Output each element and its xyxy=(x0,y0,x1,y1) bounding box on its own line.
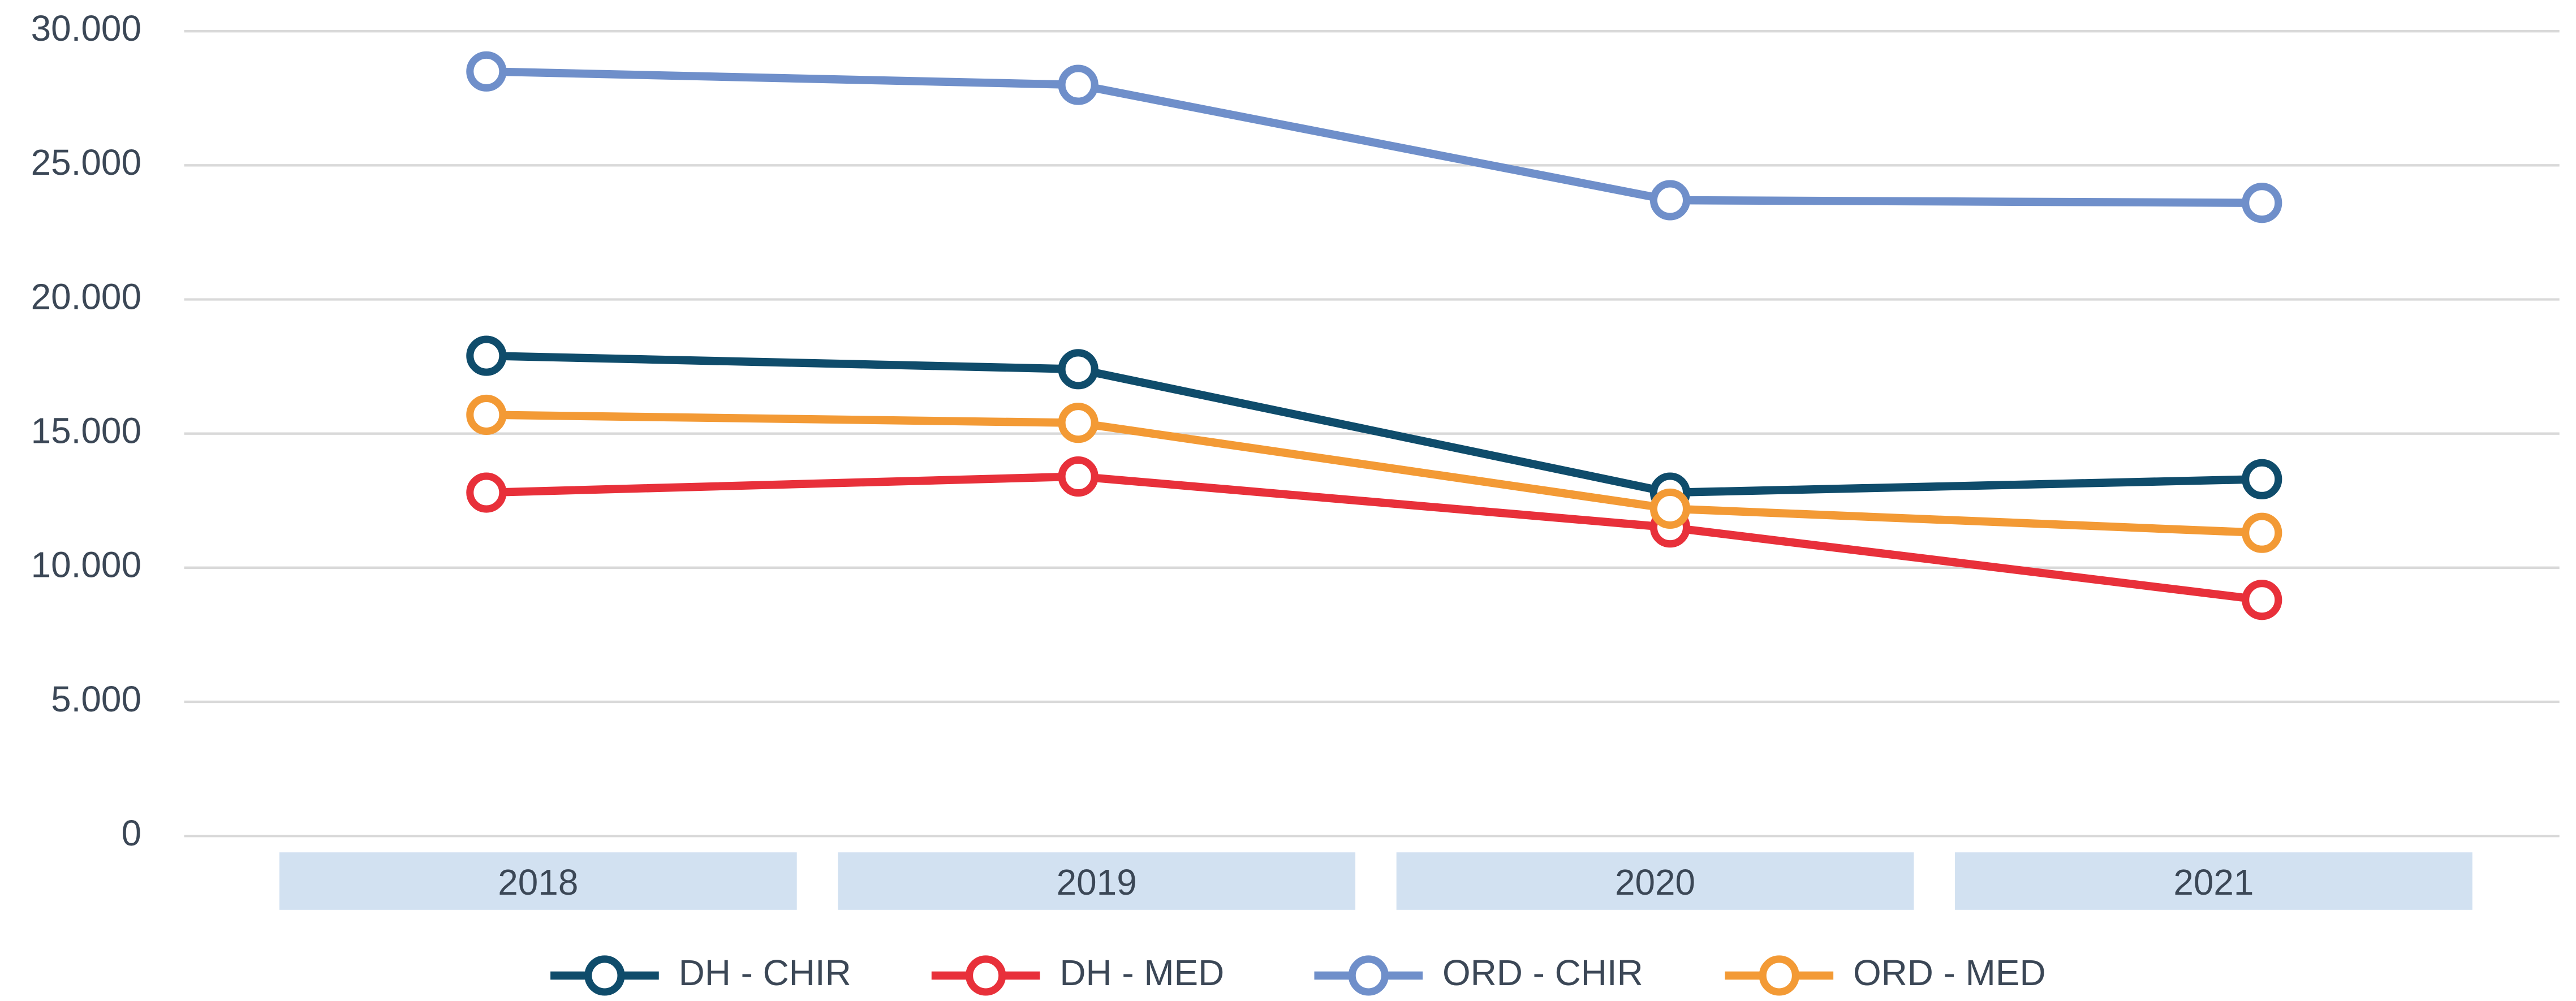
series-line xyxy=(486,351,2262,497)
data-point xyxy=(1649,180,1691,221)
y-tick-label: 0 xyxy=(121,813,141,853)
data-point xyxy=(466,335,507,376)
category-band xyxy=(1955,852,2472,910)
data-point xyxy=(1649,488,1691,529)
x-tick-label: 2020 xyxy=(1615,862,1695,903)
category-band xyxy=(838,852,1356,910)
x-tick-label: 2019 xyxy=(1057,862,1137,903)
y-tick-label: 25.000 xyxy=(31,142,141,183)
category-band xyxy=(279,852,797,910)
legend-label: DH - MED xyxy=(1059,952,1224,993)
series-line xyxy=(486,472,2263,604)
y-tick-label: 10.000 xyxy=(31,545,141,585)
x-tick-label: 2021 xyxy=(2173,862,2254,903)
y-tick-label: 5.000 xyxy=(51,679,141,719)
legend-label: ORD - CHIR xyxy=(1442,952,1643,993)
data-point xyxy=(2242,512,2282,553)
data-point xyxy=(1058,349,1099,390)
category-band xyxy=(1396,852,1914,910)
y-tick-label: 15.000 xyxy=(31,411,141,451)
data-point xyxy=(466,394,507,435)
data-point xyxy=(1058,64,1099,105)
data-point xyxy=(466,51,507,92)
data-point xyxy=(1058,403,1099,443)
data-point xyxy=(2242,183,2282,223)
y-tick-label: 30.000 xyxy=(31,8,141,49)
legend-marker xyxy=(1759,955,1799,996)
x-tick-label: 2018 xyxy=(498,862,578,903)
legend-label: ORD - MED xyxy=(1853,952,2046,993)
legend-label: DH - CHIR xyxy=(679,952,851,993)
legend-marker xyxy=(584,955,625,996)
legend-marker xyxy=(1348,955,1389,996)
series-line xyxy=(486,411,2263,537)
y-tick-label: 20.000 xyxy=(31,276,141,317)
data-point xyxy=(1058,456,1099,497)
data-point xyxy=(2242,580,2282,620)
data-point xyxy=(466,472,507,513)
series-line xyxy=(486,67,2262,208)
legend-marker xyxy=(966,955,1006,996)
data-point xyxy=(2242,459,2282,499)
